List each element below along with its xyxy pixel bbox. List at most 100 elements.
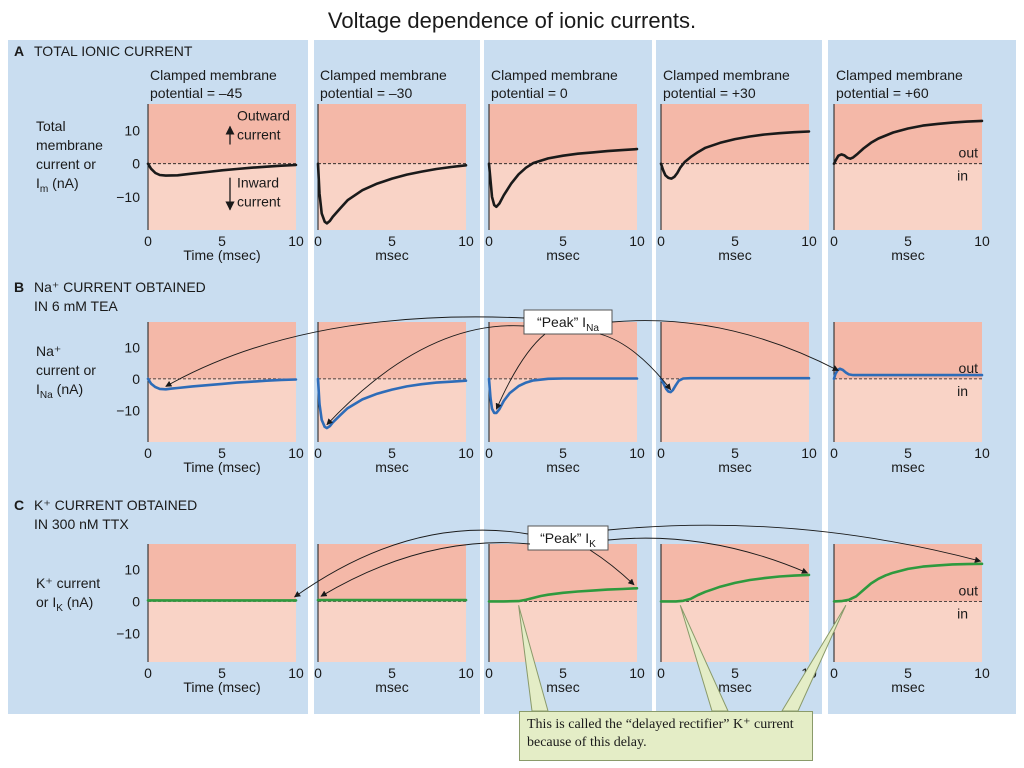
column-header-2-line-1: Clamped membrane (320, 67, 447, 83)
peak-ik-arrow-2 (320, 542, 531, 597)
plot-bg-inward (834, 378, 982, 442)
xtick-label-5: 5 (388, 665, 396, 681)
xtick-label-10: 10 (458, 233, 474, 249)
xaxis-label: msec (546, 459, 579, 475)
plot-bg-inward (489, 163, 637, 230)
xtick-label-10: 10 (288, 445, 304, 461)
xtick-label-10: 10 (629, 445, 645, 461)
column-header-4-line-2: potential = +30 (663, 85, 756, 101)
delay-callout-text: This is called the “delayed rectifier” K… (527, 717, 794, 750)
trace-A-5 (832, 119, 984, 165)
trace-A-1 (146, 162, 298, 177)
ytick-label-A-10: 10 (124, 123, 140, 139)
column-header-3-line-2: potential = 0 (491, 85, 568, 101)
plot-bg-outward (834, 544, 982, 602)
xtick-label-5: 5 (904, 665, 912, 681)
xtick-label-10: 10 (629, 665, 645, 681)
plot-bg-outward (834, 322, 982, 379)
plot-bg-inward (489, 378, 637, 442)
row-title-B-line-2: IN 6 mM TEA (34, 298, 118, 314)
trace-B-1 (146, 377, 298, 391)
xaxis-label: msec (891, 459, 924, 475)
ylabel-B-line-3: INa (nA) (36, 381, 83, 401)
row-title-B-line-1: Na⁺ CURRENT OBTAINED (34, 279, 206, 295)
plot-C-3: 0 5 10 msec (485, 544, 645, 695)
ylabel-A-line-3: current or (36, 156, 96, 172)
peak-ik-arrow-3 (589, 549, 635, 586)
xaxis-label: msec (375, 679, 408, 695)
peak-ina-box (523, 309, 613, 335)
xtick-label-0: 0 (144, 665, 152, 681)
ytick-label-C-10: 10 (124, 562, 140, 578)
plot-bg-inward (148, 601, 296, 662)
row-title-A-line-1: TOTAL IONIC CURRENT (34, 43, 193, 59)
xtick-label-5: 5 (731, 665, 739, 681)
plot-A-3: 0 5 10 msec (485, 104, 645, 263)
xtick-label-0: 0 (657, 445, 665, 461)
xtick-label-10: 10 (288, 233, 304, 249)
trace-A-2 (316, 162, 468, 225)
figure-title: Voltage dependence of ionic currents. (327, 8, 697, 33)
row-letter-C: C (14, 497, 24, 513)
xtick-label-10: 10 (974, 233, 990, 249)
xtick-label-0: 0 (144, 233, 152, 249)
xtick-label-0: 0 (830, 445, 838, 461)
ytick-label-C--10: −10 (116, 625, 140, 641)
plot-bg-inward (318, 163, 466, 230)
column-header-2-line-2: potential = –30 (320, 85, 412, 101)
xtick-label-5: 5 (218, 233, 226, 249)
trace-B-2 (316, 377, 468, 430)
xaxis-label: Time (msec) (183, 679, 260, 695)
plot-bg-inward (661, 378, 809, 442)
xtick-label-5: 5 (388, 445, 396, 461)
delay-callout-box: This is called the “delayed rectifier” K… (519, 711, 813, 761)
xtick-label-5: 5 (218, 665, 226, 681)
xtick-label-10: 10 (801, 233, 817, 249)
trace-B-3 (487, 377, 639, 415)
plot-A-2: 0 5 10 msec (314, 104, 474, 263)
column-header-5-line-1: Clamped membrane (836, 67, 963, 83)
plot-B-2: 0 5 10 msec (314, 322, 474, 475)
column-header-3-line-1: Clamped membrane (491, 67, 618, 83)
trace-C-4 (659, 573, 811, 603)
xtick-label-0: 0 (657, 665, 665, 681)
xtick-label-0: 0 (485, 445, 493, 461)
ytick-label-C-0: 0 (132, 593, 140, 609)
peak-ik-arrow-4 (607, 537, 809, 574)
plot-bg-inward (489, 601, 637, 662)
plot-C-5: 0 5 10 msec (830, 544, 990, 695)
ylabel-B-line-2: current or (36, 362, 96, 378)
xtick-label-0: 0 (485, 233, 493, 249)
peak-ina-arrow-5 (611, 320, 839, 372)
ytick-label-B-0: 0 (132, 371, 140, 387)
xtick-label-0: 0 (830, 233, 838, 249)
xtick-label-0: 0 (830, 665, 838, 681)
peak-ik-box (527, 525, 609, 551)
xtick-label-5: 5 (904, 233, 912, 249)
column-header-5-line-2: potential = +60 (836, 85, 929, 101)
plot-bg-inward (834, 163, 982, 230)
row-letter-A: A (14, 43, 24, 59)
in-label-A: in (957, 168, 968, 184)
trace-C-5 (832, 562, 984, 603)
peak-ina-arrow-1 (165, 316, 525, 387)
plot-bg-outward (318, 104, 466, 164)
ylabel-A-line-1: Total (36, 118, 66, 134)
figure-labels: A TOTAL IONIC CURRENT Total membrane current… (14, 43, 978, 641)
out-label-B: out (959, 360, 979, 376)
plot-bg-outward (148, 544, 296, 602)
ytick-label-A--10: −10 (116, 189, 140, 205)
peak-ina-arrow-3 (495, 333, 546, 410)
ytick-label-B-10: 10 (124, 339, 140, 355)
xaxis-label: msec (375, 459, 408, 475)
xtick-label-10: 10 (974, 445, 990, 461)
in-label-C: in (957, 605, 968, 621)
ylabel-B-line-1: Na⁺ (36, 343, 61, 359)
out-label-A: out (959, 145, 979, 161)
plot-bg-outward (148, 322, 296, 379)
plot-bg-inward (661, 601, 809, 662)
xaxis-label: msec (891, 679, 924, 695)
xaxis-label: msec (546, 247, 579, 263)
